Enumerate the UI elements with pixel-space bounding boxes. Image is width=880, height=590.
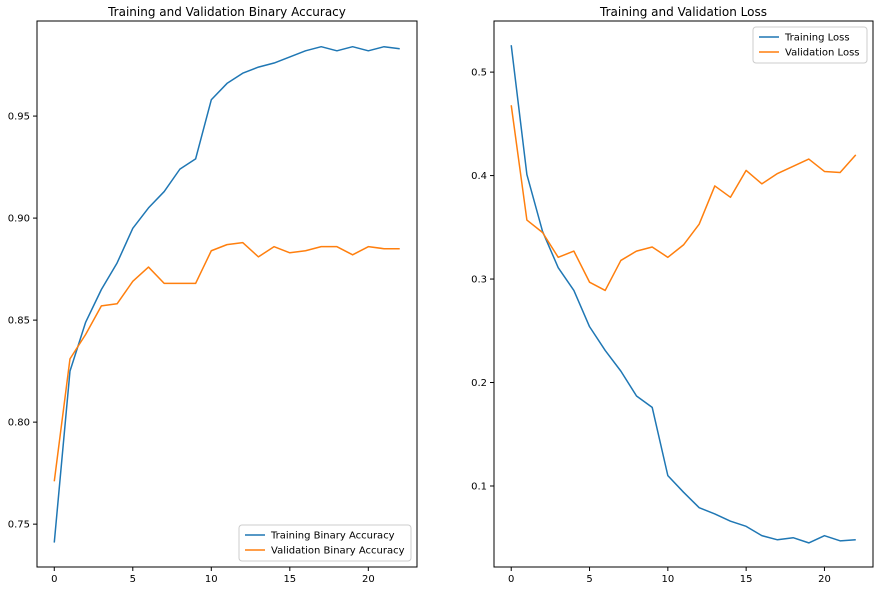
accuracy-ytick-label: 0.90 (8, 214, 30, 225)
accuracy-legend-box (238, 524, 412, 562)
accuracy-ytick-label: 0.85 (8, 316, 30, 327)
accuracy-xtick-label: 5 (130, 574, 136, 585)
accuracy-xtick-label: 0 (51, 574, 57, 585)
loss-xtick-label: 5 (586, 574, 592, 585)
loss-series-line-validation (510, 105, 857, 292)
loss-ytick-label: 0.2 (471, 378, 487, 389)
accuracy-legend-label: Validation Binary Accuracy (271, 546, 405, 557)
loss-xtick-label: 20 (818, 574, 831, 585)
accuracy-xtick-label: 15 (283, 574, 296, 585)
loss-ytick-label: 0.4 (471, 171, 487, 182)
loss-xtick-label: 15 (740, 574, 753, 585)
loss-xtick-label: 10 (661, 574, 674, 585)
loss-legend: Training Loss Validation Loss (752, 26, 868, 64)
accuracy-chart-panel: Training and Validation Binary Accuracy … (8, 5, 418, 585)
loss-ytick-label: 0.3 (471, 275, 487, 286)
accuracy-series-line-training (53, 45, 400, 543)
loss-axes-frame (493, 20, 874, 568)
loss-legend-box (752, 26, 868, 64)
accuracy-ytick-label: 0.75 (8, 520, 30, 531)
accuracy-xtick-label: 20 (362, 574, 375, 585)
loss-legend-label: Validation Loss (785, 48, 860, 59)
accuracy-chart-title: Training and Validation Binary Accuracy (107, 5, 346, 19)
accuracy-xtick-label: 10 (205, 574, 218, 585)
loss-ytick-label: 0.1 (471, 481, 487, 492)
loss-series-line-training (510, 45, 856, 544)
accuracy-series-line-validation (53, 241, 400, 482)
loss-legend-label: Training Loss (784, 33, 850, 44)
accuracy-legend: Training Binary Accuracy Validation Binar… (238, 524, 412, 562)
accuracy-ytick-label: 0.80 (8, 418, 30, 429)
loss-xtick-label: 0 (508, 574, 514, 585)
loss-chart-title: Training and Validation Loss (599, 5, 767, 19)
accuracy-axes-frame (36, 20, 418, 568)
accuracy-legend-label: Training Binary Accuracy (270, 531, 395, 542)
accuracy-ytick-label: 0.95 (8, 112, 30, 123)
loss-chart-panel: Training and Validation Loss 0 5 10 15 20 0.… (471, 5, 874, 585)
loss-ytick-label: 0.5 (471, 68, 487, 79)
